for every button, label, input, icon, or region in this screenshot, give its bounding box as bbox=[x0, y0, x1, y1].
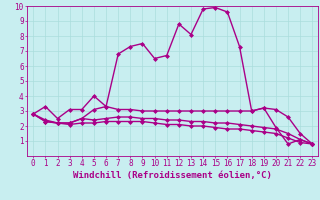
X-axis label: Windchill (Refroidissement éolien,°C): Windchill (Refroidissement éolien,°C) bbox=[73, 171, 272, 180]
